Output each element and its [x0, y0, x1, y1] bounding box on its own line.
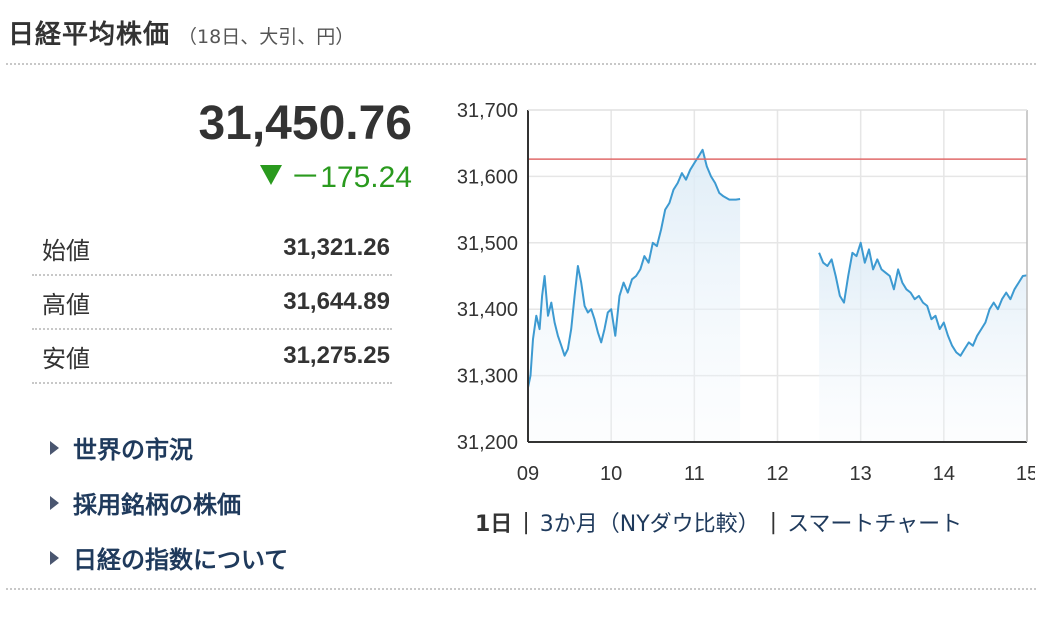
stat-row-low: 安値 31,275.25 — [32, 330, 392, 384]
link-world-markets[interactable]: 世界の市況 — [50, 420, 288, 475]
x-tick-label: 10 — [600, 463, 622, 485]
series-area — [819, 242, 1027, 442]
series-area — [528, 149, 741, 443]
page-title: 日経平均株価 — [8, 20, 171, 50]
stat-label: 高値 — [42, 290, 90, 319]
triangle-right-icon — [50, 440, 59, 455]
down-arrow-icon — [260, 165, 283, 185]
bottom-divider — [6, 588, 1036, 590]
stat-label: 始値 — [42, 236, 90, 265]
range-3m[interactable]: 3か月（NYダウ比較） — [539, 512, 760, 537]
y-tick-label: 31,200 — [457, 432, 518, 454]
price-change-value: －175.24 — [290, 161, 412, 194]
link-label: 日経の指数について — [73, 546, 289, 574]
series-line — [818, 241, 1028, 357]
stat-value: 31,275.25 — [283, 342, 390, 369]
top-divider — [6, 63, 1036, 65]
stat-value: 31,321.26 — [283, 234, 390, 261]
y-tick-label: 31,700 — [457, 100, 518, 122]
y-tick-label: 31,500 — [457, 233, 518, 255]
stats-table: 始値 31,321.26 高値 31,644.89 安値 31,275.25 — [32, 222, 392, 384]
range-1d[interactable]: 1日 — [475, 512, 513, 537]
stat-row-high: 高値 31,644.89 — [32, 276, 392, 330]
range-separator: | — [522, 509, 530, 535]
range-separator: | — [769, 509, 778, 535]
stat-label: 安値 — [42, 344, 90, 373]
intraday-chart: 31,700 31,600 31,500 31,400 31,300 31,200 09 10… — [457, 100, 1035, 485]
page-subtitle: （18日、大引、円） — [178, 26, 355, 48]
x-tick-label: 12 — [766, 463, 788, 485]
x-tick-label: 11 — [684, 463, 705, 485]
triangle-right-icon — [50, 495, 59, 510]
link-label: 世界の市況 — [73, 436, 193, 464]
stat-row-open: 始値 31,321.26 — [32, 222, 392, 276]
x-tick-label: 09 — [517, 463, 539, 485]
x-tick-label: 15 — [1016, 463, 1035, 485]
link-about-index[interactable]: 日経の指数について — [50, 530, 288, 585]
header: 日経平均株価 （18日、大引、円） — [8, 14, 354, 54]
stat-value: 31,644.89 — [283, 288, 390, 315]
link-label: 採用銘柄の株価 — [73, 491, 241, 519]
y-tick-label: 31,400 — [457, 299, 518, 321]
triangle-right-icon — [50, 550, 59, 565]
price-change: －175.24 — [40, 152, 412, 196]
x-tick-label: 14 — [933, 463, 955, 485]
y-tick-label: 31,300 — [457, 366, 518, 388]
range-smart-chart[interactable]: スマートチャート — [787, 512, 963, 537]
related-links: 世界の市況 採用銘柄の株価 日経の指数について — [50, 420, 288, 585]
current-price: 31,450.76 — [198, 97, 412, 150]
y-tick-label: 31,600 — [457, 166, 518, 188]
link-constituent-prices[interactable]: 採用銘柄の株価 — [50, 475, 288, 530]
range-selector: 1日 | 3か月（NYダウ比較） | スマートチャート — [475, 506, 972, 538]
x-tick-label: 13 — [850, 463, 872, 485]
